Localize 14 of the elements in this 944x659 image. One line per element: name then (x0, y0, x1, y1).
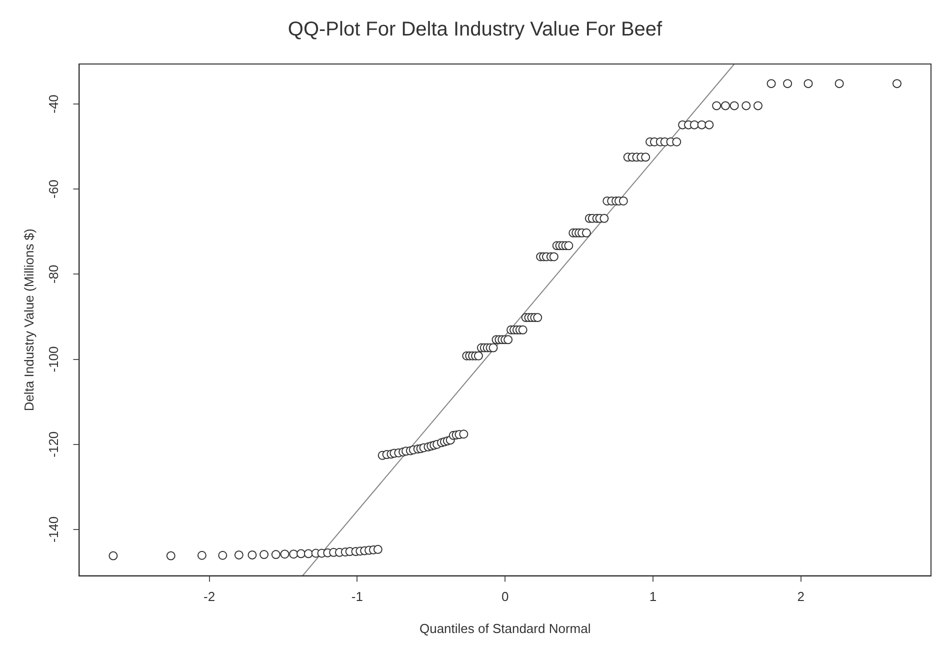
x-tick-label: -2 (204, 589, 216, 604)
y-axis-title: Delta Industry Value (Millions $) (21, 228, 36, 412)
y-tick-label: -100 (46, 346, 61, 372)
x-tick-label: -1 (351, 589, 363, 604)
x-tick-label: 0 (501, 589, 509, 604)
y-tick-label: -140 (46, 516, 61, 542)
x-tick-label: 2 (797, 589, 804, 604)
y-tick-label: -40 (46, 94, 61, 114)
x-axis-title: Quantiles of Standard Normal (419, 620, 591, 636)
y-tick-label: -60 (46, 180, 61, 198)
y-tick-label: -120 (46, 431, 61, 458)
x-tick-label: 1 (649, 589, 657, 604)
chart-title: QQ-Plot For Delta Industry Value For Beef (288, 18, 663, 41)
y-tick-label: -80 (46, 264, 61, 284)
